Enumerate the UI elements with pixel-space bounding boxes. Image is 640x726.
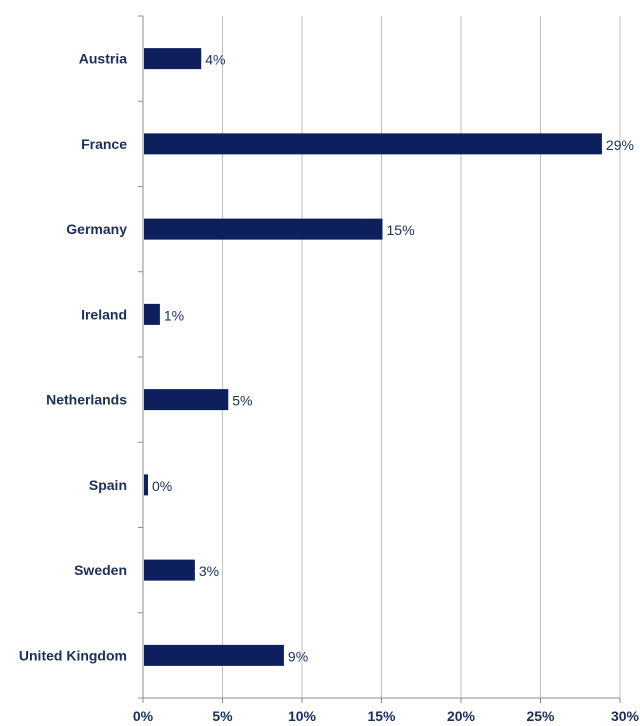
labels: 0% 5% 10% 15% 20% 25% 30% Austria 4% France 29% Ger… <box>19 51 640 724</box>
data-label: 5% <box>232 393 252 409</box>
x-tick-label: 10% <box>288 708 317 724</box>
x-tick-label: 25% <box>526 708 555 724</box>
x-tick-label: 15% <box>367 708 396 724</box>
bars <box>144 48 602 666</box>
gridlines <box>222 16 621 698</box>
data-label: 9% <box>288 648 308 664</box>
axes <box>138 15 621 703</box>
bar <box>144 559 195 581</box>
category-label: Netherlands <box>46 392 127 408</box>
category-label: Austria <box>79 51 127 67</box>
bar <box>144 474 148 496</box>
category-label: Germany <box>66 221 127 237</box>
bar <box>144 218 383 240</box>
data-label: 0% <box>152 478 172 494</box>
category-label: Spain <box>89 477 127 493</box>
data-label: 3% <box>199 563 219 579</box>
x-tick-label: 0% <box>133 708 154 724</box>
x-tick-label: 30% <box>611 708 640 724</box>
data-label: 1% <box>164 307 184 323</box>
bar <box>144 389 229 411</box>
category-label: Ireland <box>81 306 127 322</box>
x-tick-label: 5% <box>212 708 233 724</box>
bar <box>144 303 160 325</box>
data-label: 15% <box>387 222 415 238</box>
bar <box>144 644 284 666</box>
bar <box>144 133 602 155</box>
x-tick-label: 20% <box>447 708 476 724</box>
category-label: France <box>81 136 127 152</box>
data-label: 29% <box>606 137 634 153</box>
category-label: United Kingdom <box>19 647 127 663</box>
category-label: Sweden <box>74 562 127 578</box>
data-label: 4% <box>205 52 225 68</box>
bar <box>144 48 202 70</box>
